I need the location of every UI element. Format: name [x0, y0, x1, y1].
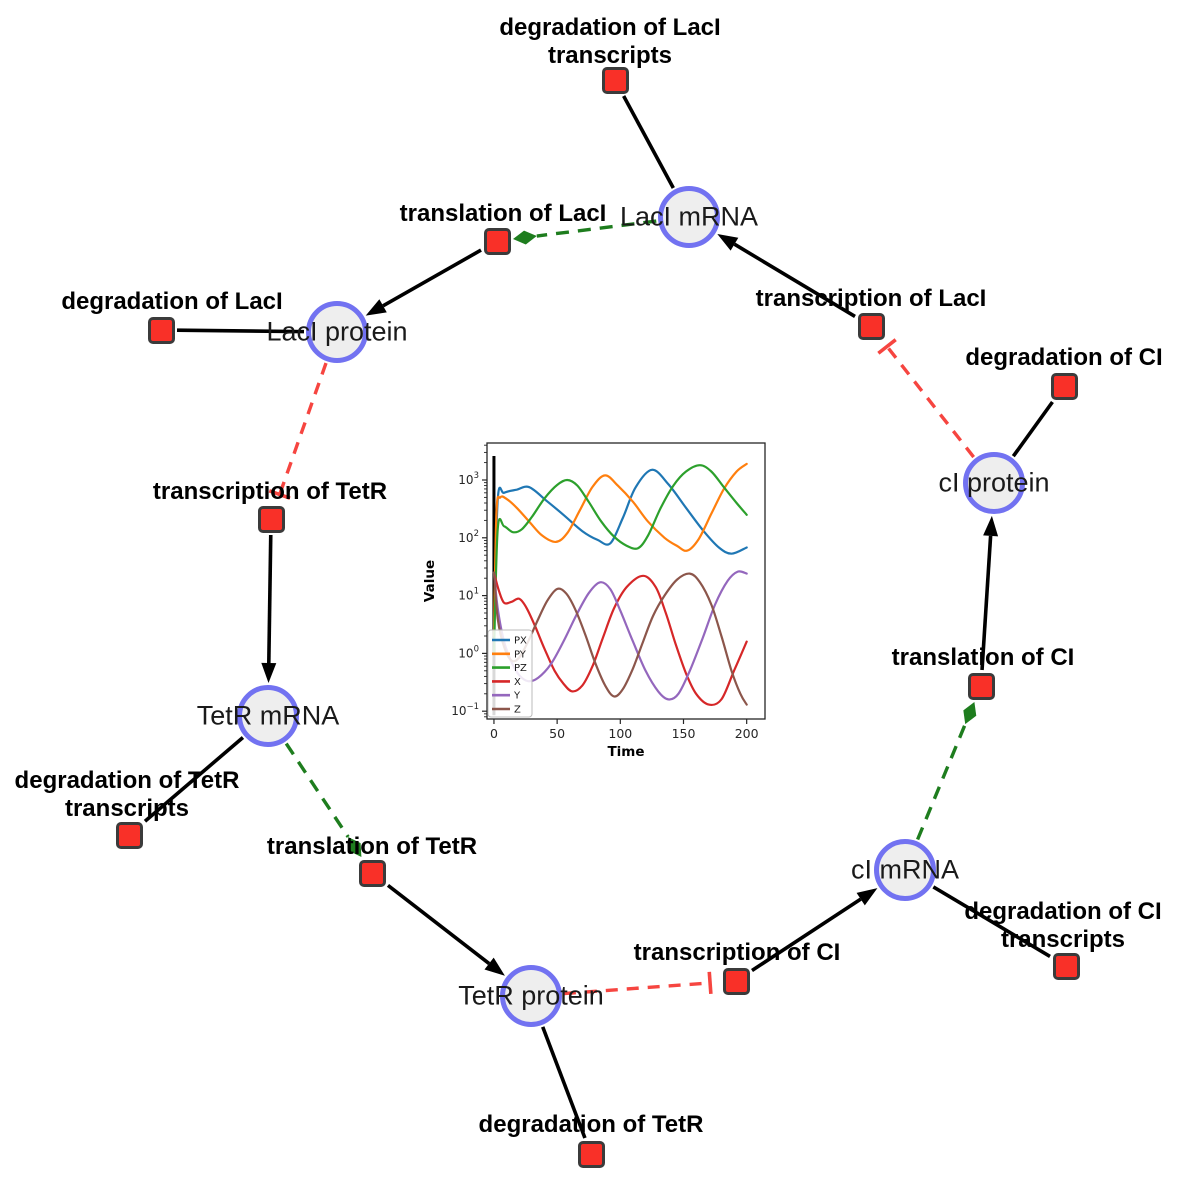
edge-tetr-mrna-to-deg-tetr-transcripts	[143, 736, 245, 823]
x-tick-label: 100	[608, 726, 632, 741]
reaction-node-deg-laci[interactable]	[147, 316, 175, 344]
y-axis-label: Value	[422, 560, 438, 602]
y-tick-label: 10−1	[451, 702, 479, 718]
edge-ci-protein-to-deg-ci	[1011, 400, 1054, 458]
legend-label-Z: Z	[514, 705, 521, 716]
reaction-node-deg-tetr-transcripts[interactable]	[115, 821, 143, 849]
species-node-tetr-mrna[interactable]	[237, 685, 299, 747]
y-tick-label: 101	[458, 587, 479, 603]
legend-label-PX: PX	[514, 636, 527, 647]
y-tick-label: 103	[458, 471, 479, 487]
edge-laci-mrna-to-deg-laci-transcripts	[622, 95, 675, 189]
reaction-node-transcription-ci[interactable]	[722, 967, 750, 995]
y-tick-label: 100	[458, 644, 479, 660]
y-tick-label: 102	[458, 529, 479, 545]
reaction-node-deg-laci-transcripts[interactable]	[601, 66, 629, 94]
reaction-node-deg-ci-transcripts[interactable]	[1052, 952, 1080, 980]
x-tick-label: 150	[672, 726, 696, 741]
edge-tetr-protein-to-deg-tetr	[541, 1026, 587, 1139]
species-node-ci-mrna[interactable]	[874, 839, 936, 901]
x-axis: 0 50 100 150 200	[490, 719, 759, 741]
edge-ci-protein-to-transcription-laci-inhibition	[877, 338, 975, 459]
edge-transcription-tetr-to-tetr-mrna	[261, 534, 277, 684]
series-X	[492, 571, 748, 707]
plot-frame	[486, 442, 766, 720]
legend-label-X: X	[514, 677, 521, 688]
x-tick-label: 200	[735, 726, 759, 741]
edge-translation-laci-to-laci-protein	[365, 248, 482, 316]
edge-translation-tetr-to-tetr-protein	[386, 883, 505, 976]
edge-transcription-laci-to-laci-mrna	[717, 233, 856, 318]
reaction-node-transcription-laci[interactable]	[857, 312, 885, 340]
series-PZ	[492, 464, 748, 655]
edge-laci-protein-to-transcription-tetr-inhibition	[268, 362, 328, 500]
species-node-laci-protein[interactable]	[306, 301, 368, 363]
species-node-laci-mrna[interactable]	[658, 186, 720, 248]
edge-transcription-ci-to-ci-mrna	[751, 888, 878, 972]
edge-ci-mrna-to-translation-ci-activation	[916, 702, 977, 841]
legend-label-Y: Y	[513, 691, 521, 702]
y-axis: 10−1 100 101 102 103	[451, 444, 487, 718]
reaction-node-translation-ci[interactable]	[967, 672, 995, 700]
edge-laci-protein-to-deg-laci	[176, 328, 305, 334]
species-node-ci-protein[interactable]	[963, 452, 1025, 514]
x-tick-label: 0	[490, 726, 498, 741]
edge-ci-mrna-to-deg-ci-transcripts	[932, 885, 1051, 959]
series-PY	[492, 462, 748, 638]
reaction-node-translation-laci[interactable]	[483, 227, 511, 255]
x-axis-label: Time	[607, 744, 644, 760]
edge-tetr-mrna-to-translation-tetr-activation	[284, 742, 362, 857]
x-tick-label: 50	[549, 726, 565, 741]
reaction-node-transcription-tetr[interactable]	[257, 505, 285, 533]
edge-laci-mrna-to-translation-laci-activation	[513, 219, 657, 245]
legend: PX PY PZ XYZ	[487, 629, 533, 718]
edge-tetr-protein-to-transcription-ci-inhibition	[563, 971, 713, 996]
reaction-node-deg-tetr[interactable]	[577, 1140, 605, 1168]
reaction-node-deg-ci[interactable]	[1050, 372, 1078, 400]
legend-label-PY: PY	[514, 649, 527, 660]
edge-translation-ci-to-ci-protein	[980, 515, 999, 671]
legend-label-PZ: PZ	[514, 663, 527, 674]
reaction-node-translation-tetr[interactable]	[358, 859, 386, 887]
species-node-tetr-protein[interactable]	[500, 965, 562, 1027]
